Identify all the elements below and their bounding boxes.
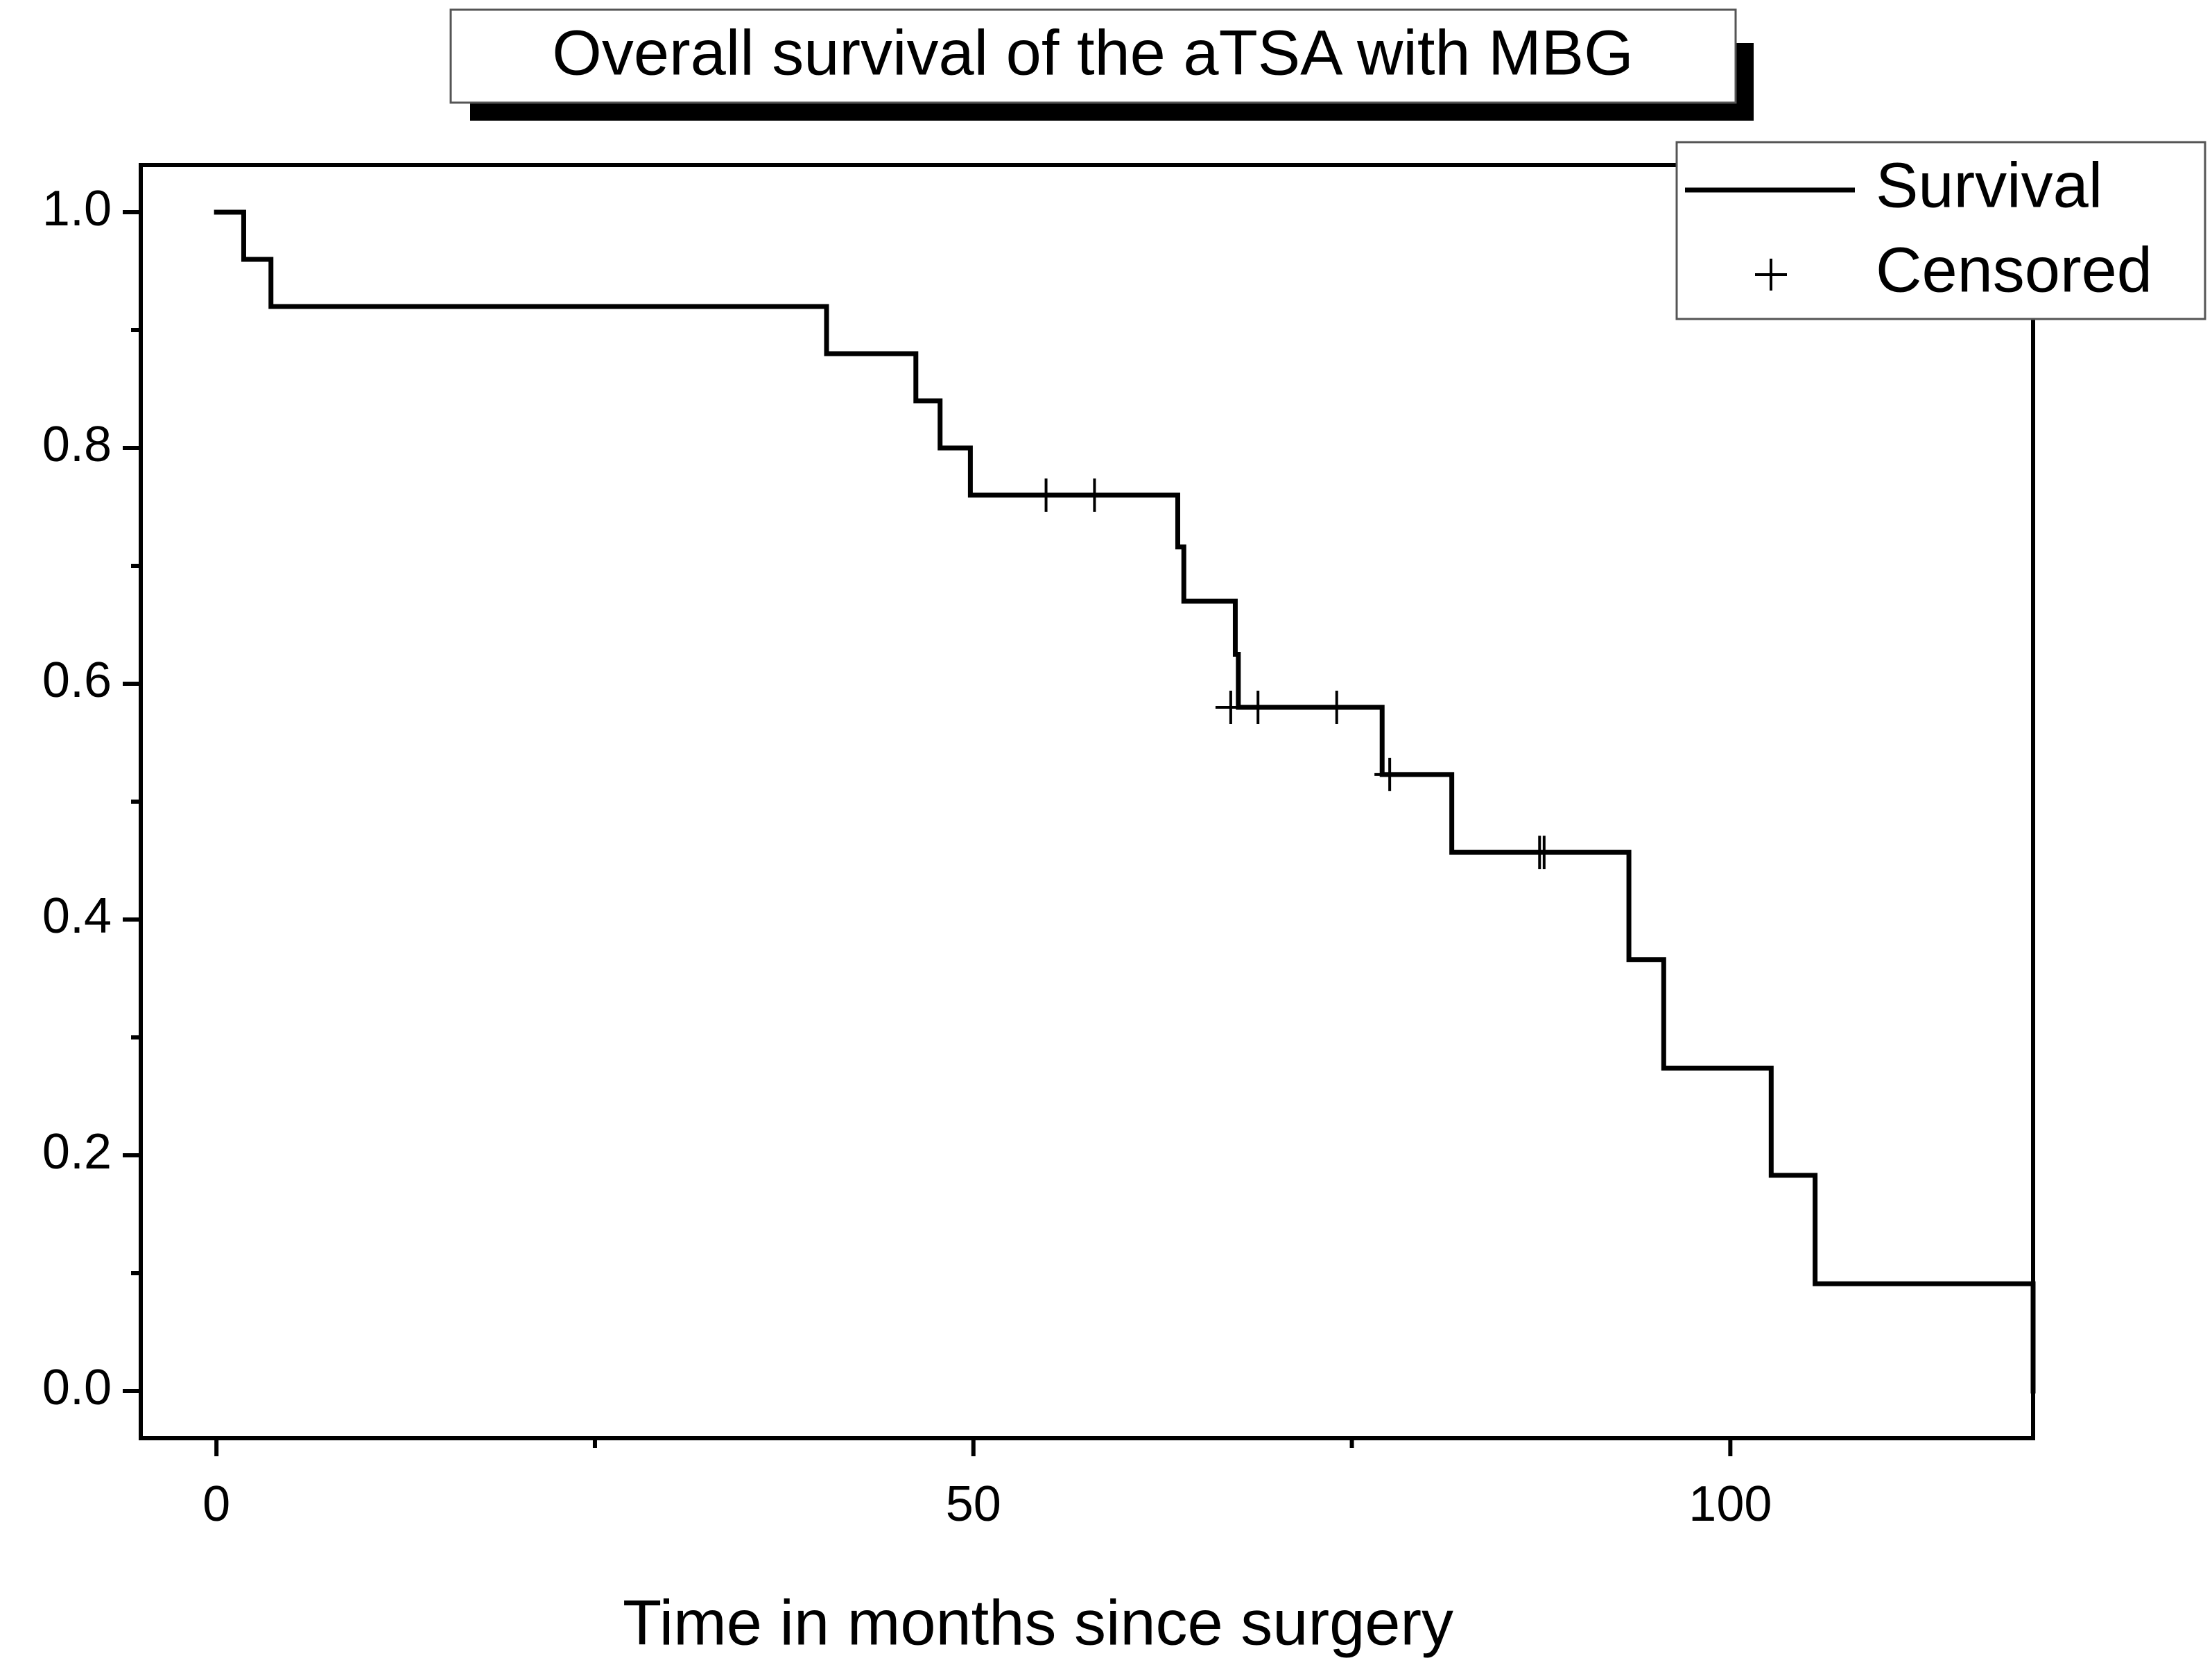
legend: Survival Censored: [1675, 141, 2206, 320]
chart-title-box: Overall survival of the aTSA with MBG: [449, 8, 1754, 121]
censored-marker: [1030, 478, 1062, 512]
y-tick-label: 0.8: [42, 417, 112, 472]
censored-marker: [1079, 478, 1110, 512]
title-frame: [449, 8, 1737, 104]
censored-marker: [1374, 757, 1406, 791]
y-tick-label: 0.0: [42, 1360, 112, 1415]
censored-markers: [1030, 478, 1559, 870]
legend-survival-label: Survival: [1876, 150, 2102, 221]
y-tick-label: 1.0: [42, 181, 112, 236]
censored-marker: [1215, 691, 1246, 724]
x-axis-title: Time in months since surgery: [623, 1587, 1453, 1658]
legend-censored-label: Censored: [1876, 234, 2152, 305]
chart-title: Overall survival of the aTSA with MBG: [552, 17, 1633, 88]
legend-frame: [1675, 141, 2206, 320]
series-layer: [214, 209, 2036, 1394]
censored-marker: [1243, 691, 1274, 724]
censored-marker: [1321, 691, 1352, 724]
y-tick-label: 0.6: [42, 653, 112, 708]
y-axis: 0.0 0.2 0.4 0.6 0.8 1.0: [42, 181, 141, 1415]
censored-marker: [1528, 836, 1559, 870]
y-tick-label: 0.4: [42, 888, 112, 944]
x-axis: 0 50 100: [202, 1438, 1772, 1532]
y-tick-label: 0.2: [42, 1124, 112, 1180]
survival-step-line: [214, 209, 2036, 1394]
legend-censored-marker: [1755, 259, 1787, 291]
plot-area-frame: [139, 163, 2035, 1440]
x-tick-label: 50: [946, 1476, 1001, 1532]
x-tick-label: 100: [1688, 1476, 1772, 1532]
x-tick-label: 0: [202, 1476, 230, 1532]
